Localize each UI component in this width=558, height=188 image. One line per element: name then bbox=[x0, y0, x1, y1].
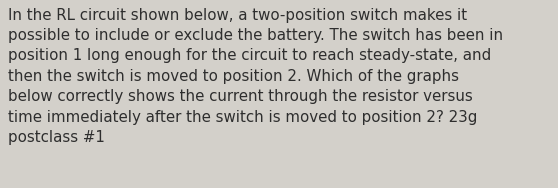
Text: In the RL circuit shown below, a two-position switch makes it
possible to includ: In the RL circuit shown below, a two-pos… bbox=[8, 8, 503, 145]
